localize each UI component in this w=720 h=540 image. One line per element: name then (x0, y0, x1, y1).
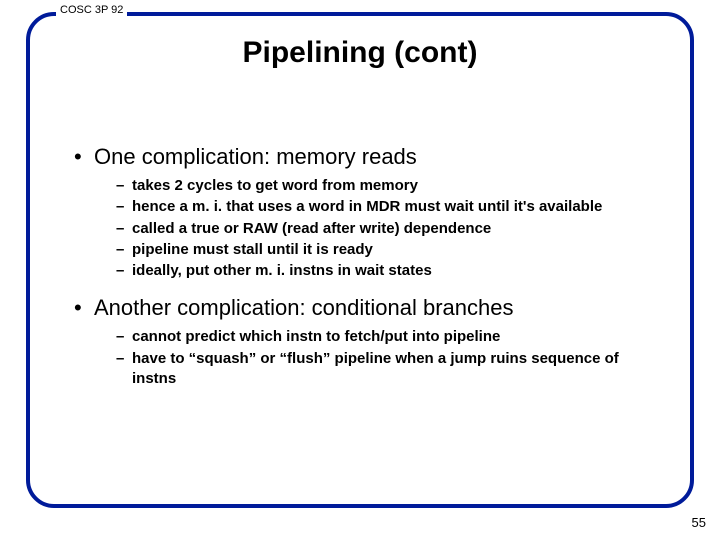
course-label: COSC 3P 92 (56, 4, 127, 16)
sub-item: cannot predict which instn to fetch/put … (116, 327, 654, 347)
page-number: 55 (692, 515, 706, 530)
sub-item: have to “squash” or “flush” pipeline whe… (116, 349, 654, 390)
sub-list-1: takes 2 cycles to get word from memory h… (116, 176, 654, 281)
sub-list-2: cannot predict which instn to fetch/put … (116, 327, 654, 389)
sub-item: ideally, put other m. i. instns in wait … (116, 261, 654, 281)
sub-item: takes 2 cycles to get word from memory (116, 176, 654, 196)
slide-title: Pipelining (cont) (30, 36, 690, 70)
slide-frame: Pipelining (cont) One complication: memo… (26, 12, 694, 508)
sub-item: called a true or RAW (read after write) … (116, 219, 654, 239)
sub-item: hence a m. i. that uses a word in MDR mu… (116, 197, 654, 217)
bullet-main-1: One complication: memory reads (74, 144, 654, 170)
slide-content: One complication: memory reads takes 2 c… (74, 144, 654, 403)
sub-item: pipeline must stall until it is ready (116, 240, 654, 260)
bullet-main-2: Another complication: conditional branch… (74, 295, 654, 321)
